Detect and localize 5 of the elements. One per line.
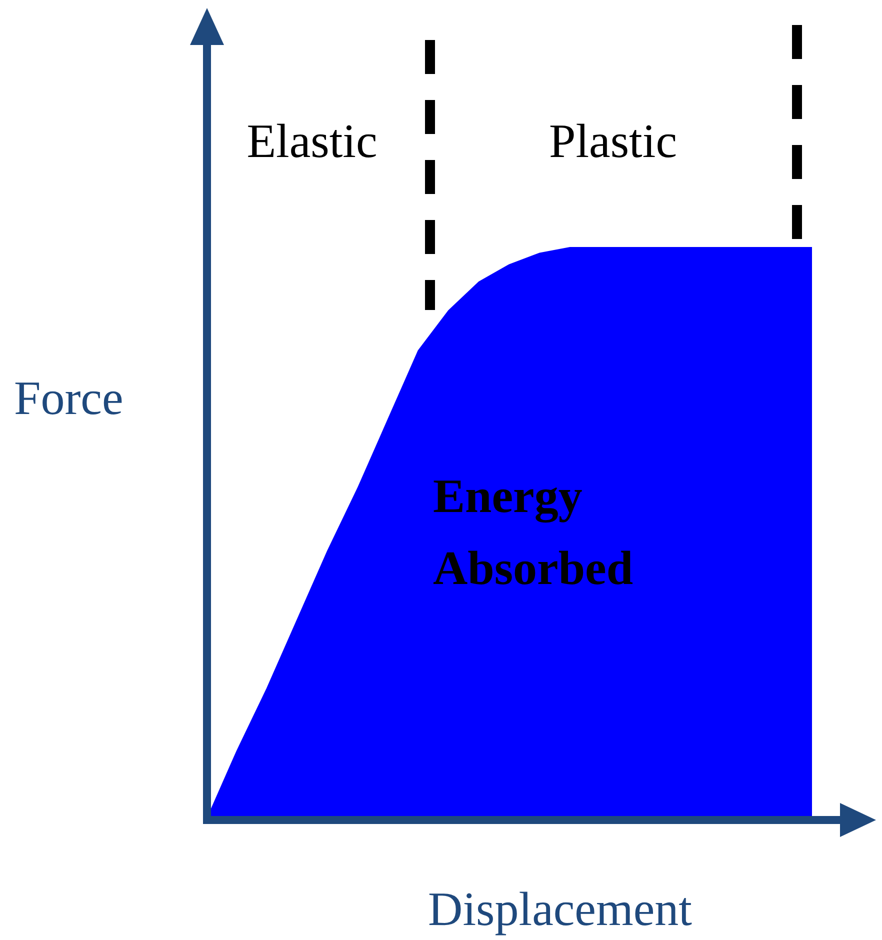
text: Elastic — [246, 115, 378, 168]
x-axis-title: Displacement — [428, 883, 693, 936]
y-axis-title: Force — [14, 372, 124, 425]
annotation: Energy Absorbed — [433, 470, 634, 595]
text: Plastic — [549, 115, 677, 168]
